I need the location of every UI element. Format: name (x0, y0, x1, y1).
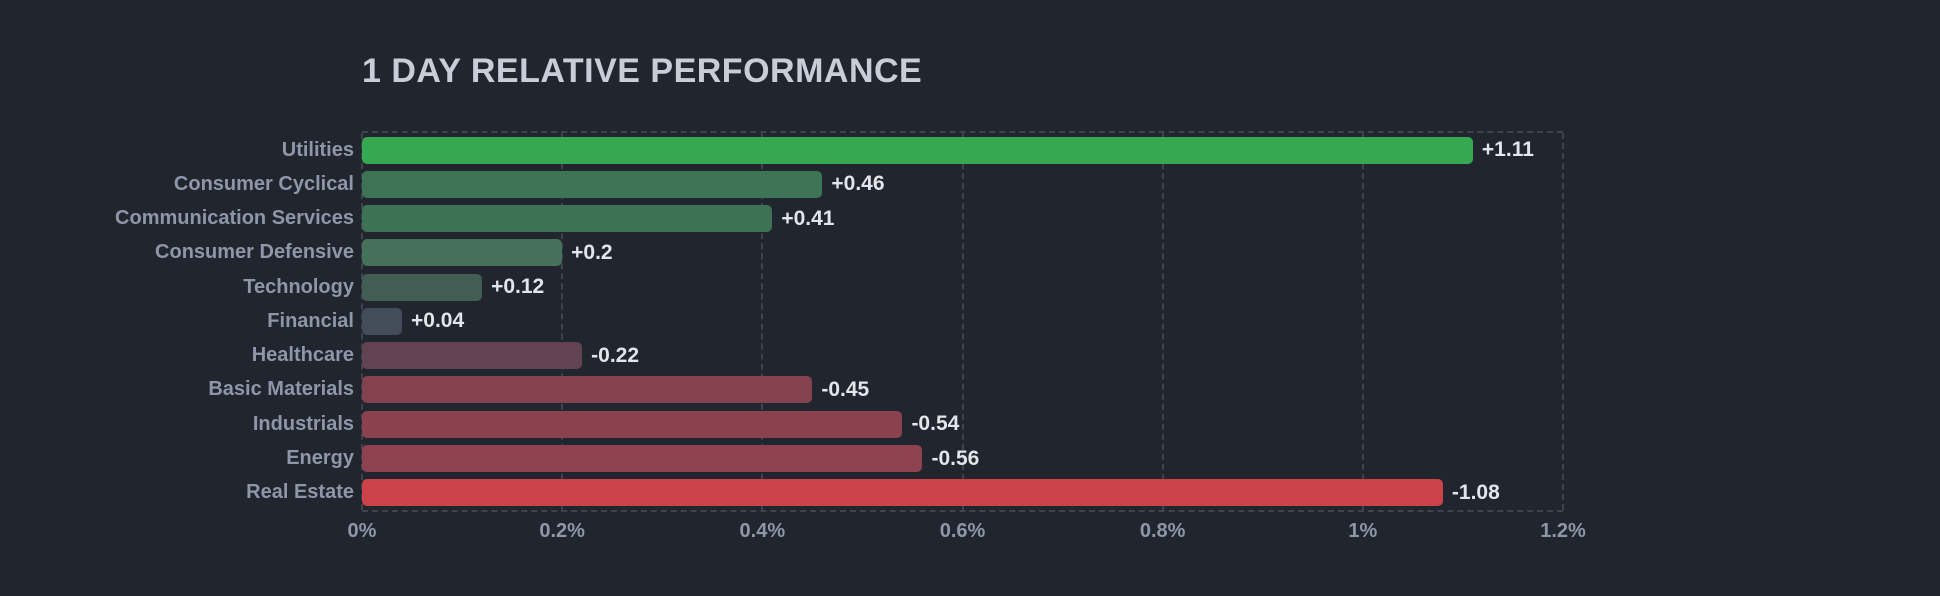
gridline (1562, 133, 1564, 510)
value-label: -0.22 (591, 343, 640, 367)
x-tick-label: 1.2% (1540, 520, 1586, 542)
value-label: -0.45 (821, 377, 870, 401)
value-label: +0.2 (571, 240, 613, 264)
bar-row: Utilities +1.11 (282, 133, 1563, 167)
category-label: Financial (267, 309, 354, 332)
x-tick-label: 0.2% (539, 520, 585, 542)
category-label: Consumer Defensive (155, 241, 354, 264)
bar (362, 205, 773, 233)
category-label: Real Estate (246, 481, 354, 504)
bar-row: Industrials -0.54 (253, 407, 1563, 441)
bar (362, 479, 1443, 507)
chart-title: 1 DAY RELATIVE PERFORMANCE (362, 52, 923, 90)
value-label: +0.04 (411, 309, 465, 333)
bar (362, 273, 483, 301)
category-label: Technology (243, 275, 354, 298)
gridline (961, 133, 964, 510)
bar-row: Consumer Cyclical +0.46 (174, 167, 1563, 201)
plot-border-bottom (362, 510, 1563, 512)
value-label: -0.54 (911, 412, 960, 436)
bar (362, 410, 903, 438)
bar-rows: Utilities +1.11 Consumer Cyclical +0.46 Comm… (115, 133, 1563, 510)
value-label: +0.41 (781, 206, 835, 230)
category-label: Basic Materials (208, 378, 354, 401)
bar (362, 342, 583, 370)
bar-row: Financial +0.04 (267, 304, 1563, 338)
x-tick-label: 0.8% (1139, 520, 1186, 542)
category-label: Energy (286, 447, 354, 470)
bar (362, 136, 1473, 164)
bar-row: Basic Materials -0.45 (208, 373, 1563, 407)
gridline (761, 133, 764, 510)
gridline (561, 133, 564, 510)
category-label: Industrials (252, 412, 354, 435)
plot-area: Utilities +1.11 Consumer Cyclical +0.46 Comm… (115, 131, 1564, 512)
category-label: Communication Services (115, 207, 354, 230)
bar (362, 445, 923, 473)
value-label: +0.12 (491, 275, 545, 299)
bar-row: Real Estate -1.08 (246, 476, 1563, 510)
x-tick-label: 0.4% (739, 520, 786, 542)
category-label: Utilities (281, 138, 354, 161)
value-label: +0.46 (831, 172, 885, 196)
value-label: +1.11 (1481, 138, 1534, 162)
bar (362, 307, 403, 335)
bar-row: Communication Services +0.41 (115, 202, 1563, 236)
x-tick-label: 0% (347, 520, 377, 542)
gridline (1161, 133, 1164, 510)
bar-row: Healthcare -0.22 (252, 339, 1563, 373)
bar-row: Energy -0.56 (286, 441, 1563, 475)
bar (362, 239, 563, 267)
bar-row: Consumer Defensive +0.2 (155, 236, 1563, 270)
x-tick-label: 0.6% (939, 520, 986, 542)
category-label: Healthcare (251, 344, 354, 367)
value-label: -1.08 (1451, 480, 1500, 504)
bar (362, 376, 813, 404)
value-label: -0.56 (931, 446, 980, 470)
x-axis: 0% 0.2% 0.4% 0.6% 0.8% 1% 1.2% (348, 520, 1586, 550)
gridline (1361, 133, 1364, 510)
bar-row: Technology +0.12 (243, 270, 1563, 304)
bar (362, 170, 823, 198)
plot-border-top (362, 131, 1563, 133)
x-tick-label: 1% (1348, 520, 1378, 542)
category-label: Consumer Cyclical (173, 172, 354, 195)
